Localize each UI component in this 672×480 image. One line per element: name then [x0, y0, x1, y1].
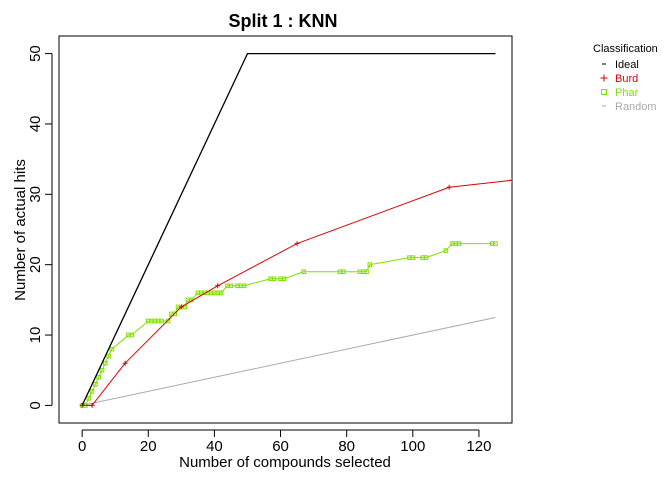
data-point-phar	[443, 248, 449, 253]
y-tick-label: 10	[27, 327, 44, 344]
data-point-burd	[446, 184, 452, 190]
plot-frame	[58, 35, 513, 424]
x-tick-label: 60	[272, 438, 289, 455]
x-tick-label: 20	[140, 438, 157, 455]
legend-symbol-burd	[600, 74, 608, 82]
y-tick-label: 40	[27, 116, 44, 133]
data-point-phar	[241, 283, 247, 289]
series-line-phar	[82, 243, 496, 406]
y-axis: 0 10 20 30 40 50	[27, 45, 53, 410]
data-point-phar	[159, 318, 164, 324]
series-line-ideal	[81, 52, 496, 406]
x-tick-label: 40	[206, 438, 223, 455]
legend-label-random: Random	[615, 101, 657, 113]
legend-label-ideal: Ideal	[615, 59, 639, 71]
data-point-phar	[364, 269, 369, 275]
y-tick-label: 30	[27, 186, 44, 203]
legend-item-burd: Burd	[600, 73, 638, 85]
data-point-phar	[89, 389, 95, 394]
data-point-burd	[215, 283, 221, 289]
legend-item-phar: Phar	[601, 87, 639, 99]
x-axis: 0 20 40 60 80 100 120	[78, 429, 491, 455]
data-point-phar	[341, 269, 346, 275]
data-point-burd	[178, 304, 184, 310]
data-point-burd	[509, 177, 512, 183]
series-phar	[79, 241, 498, 408]
data-point-phar	[228, 283, 234, 289]
y-tick-label: 0	[27, 401, 44, 409]
legend-item-random: Random	[602, 101, 657, 113]
data-point-phar	[106, 353, 111, 359]
x-tick-label: 120	[466, 438, 491, 455]
data-point-phar	[456, 241, 462, 246]
data-point-phar	[271, 276, 277, 282]
chart-title: Split 1 : KNN	[228, 11, 337, 31]
series-ideal	[81, 52, 496, 406]
legend-title: Classification	[593, 43, 658, 55]
series-burd	[79, 177, 512, 408]
data-point-phar	[367, 262, 373, 267]
y-axis-label: Number of actual hits	[12, 159, 29, 301]
data-point-phar	[172, 311, 178, 317]
x-tick-label: 80	[338, 438, 355, 455]
data-point-phar	[96, 374, 101, 380]
y-tick-label: 20	[27, 256, 44, 273]
x-tick-label: 100	[400, 438, 425, 455]
y-tick-label: 50	[27, 45, 44, 62]
data-point-phar	[301, 269, 306, 275]
data-point-phar	[86, 396, 92, 401]
data-point-phar	[218, 290, 224, 296]
series-line-burd	[82, 179, 512, 406]
data-point-phar	[99, 367, 105, 373]
data-point-burd	[294, 241, 300, 247]
legend-item-ideal: Ideal	[602, 59, 639, 71]
legend-symbol-phar	[601, 89, 607, 95]
data-point-burd	[89, 402, 95, 408]
data-point-phar	[281, 276, 287, 282]
plot-area	[79, 52, 512, 408]
series-line-random	[82, 316, 496, 406]
x-tick-label: 0	[78, 438, 86, 455]
data-point-burd	[122, 360, 128, 366]
data-point-phar	[109, 346, 115, 352]
x-axis-label: Number of compounds selected	[179, 454, 391, 471]
data-point-phar	[165, 318, 171, 324]
legend-label-burd: Burd	[615, 73, 638, 85]
data-point-phar	[93, 382, 98, 387]
data-point-phar	[493, 241, 498, 246]
data-point-phar	[410, 255, 416, 260]
series-random	[82, 316, 496, 406]
legend: Classification Ideal Burd Phar Random	[593, 43, 658, 113]
data-point-phar	[423, 255, 429, 260]
data-point-phar	[102, 360, 108, 366]
legend-label-phar: Phar	[615, 87, 639, 99]
data-point-burd	[79, 402, 85, 408]
data-point-phar	[129, 332, 135, 338]
